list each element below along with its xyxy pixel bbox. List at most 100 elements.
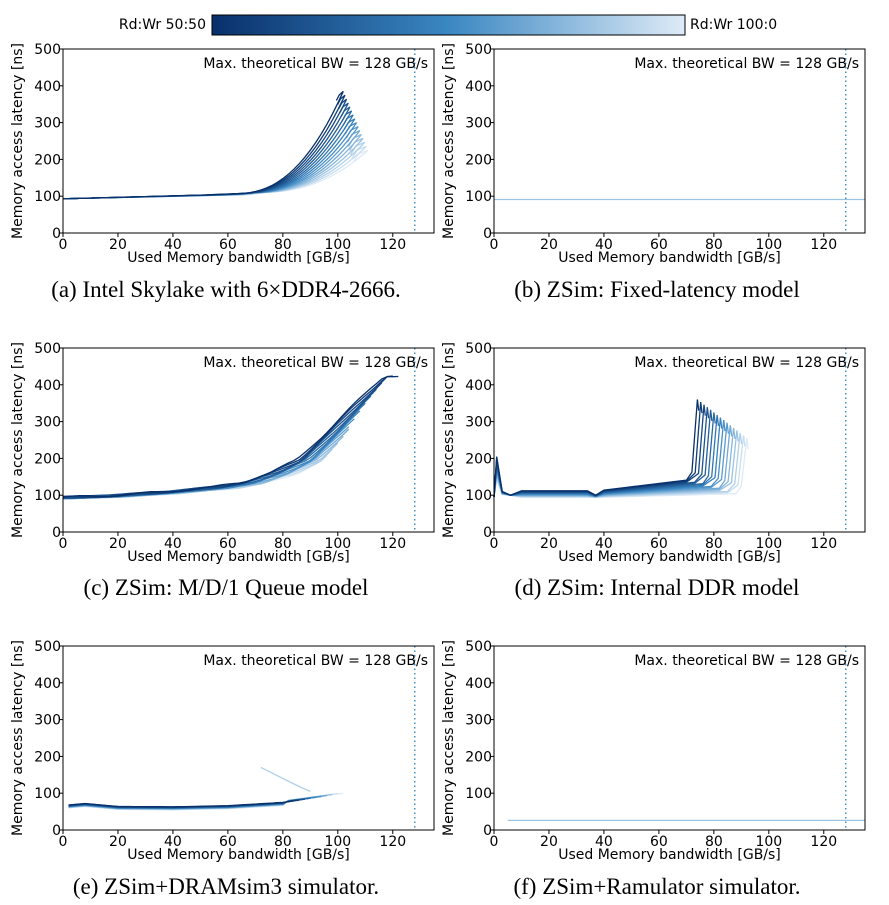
x-tick-label: 0 [59, 834, 68, 850]
y-tick-label: 300 [465, 713, 492, 729]
series-group [62, 375, 399, 500]
y-axis-label: Memory access latency [ns] [10, 43, 26, 239]
x-axis-label: Used Memory bandwidth [GB/s] [127, 250, 350, 266]
x-tick-label: 100 [324, 834, 351, 850]
y-axis-label: Memory access latency [ns] [441, 43, 457, 239]
y-tick-label: 400 [465, 79, 492, 95]
y-axis-label: Memory access latency [ns] [10, 342, 26, 538]
x-tick-label: 80 [705, 237, 723, 253]
x-tick-label: 0 [59, 536, 68, 552]
x-tick-label: 80 [274, 536, 292, 552]
x-tick-label: 0 [490, 834, 499, 850]
x-tick-label: 20 [109, 536, 127, 552]
max-bw-annotation: Max. theoretical BW = 128 GB/s [203, 56, 428, 72]
x-tick-label: 120 [810, 536, 837, 552]
panel-caption: (a) Intel Skylake with 6×DDR4-2666. [51, 277, 401, 302]
y-tick-label: 0 [483, 823, 492, 839]
x-axis-label: Used Memory bandwidth [GB/s] [558, 250, 781, 266]
y-tick-label: 500 [34, 42, 61, 58]
series-line-15 [493, 402, 703, 498]
colorbar-left-label: Rd:Wr 50:50 [119, 17, 206, 33]
y-axis-label: Memory access latency [ns] [441, 342, 457, 538]
plot-frame [62, 48, 435, 234]
series-line-16 [68, 800, 294, 808]
y-tick-label: 100 [34, 189, 61, 205]
x-tick-label: 100 [755, 834, 782, 850]
series-line-3 [260, 766, 311, 792]
x-tick-label: 80 [274, 237, 292, 253]
x-tick-label: 20 [540, 536, 558, 552]
x-axis-label: Used Memory bandwidth [GB/s] [127, 549, 350, 565]
max-bw-annotation: Max. theoretical BW = 128 GB/s [634, 56, 859, 72]
y-tick-label: 200 [465, 451, 492, 467]
y-tick-label: 100 [34, 786, 61, 802]
y-tick-label: 300 [34, 116, 61, 132]
max-bw-annotation: Max. theoretical BW = 128 GB/s [634, 355, 859, 371]
panel-c: 0 20 40 60 80 100 120 0 100 200 300 400 500 Used Memo… [10, 341, 435, 600]
series-line-10 [62, 114, 354, 200]
x-tick-label: 20 [540, 834, 558, 850]
x-axis-label: Used Memory bandwidth [GB/s] [558, 847, 781, 863]
x-tick-label: 20 [109, 237, 127, 253]
panel-caption: (c) ZSim: M/D/1 Queue model [84, 575, 369, 600]
y-axis-label: Memory access latency [ns] [441, 640, 457, 836]
y-tick-label: 100 [34, 488, 61, 504]
y-tick-label: 200 [34, 152, 61, 168]
series-line-16 [62, 375, 399, 498]
max-bw-annotation: Max. theoretical BW = 128 GB/s [634, 653, 859, 669]
x-tick-label: 40 [595, 237, 613, 253]
x-tick-label: 60 [219, 536, 237, 552]
y-tick-label: 500 [465, 42, 492, 58]
series-line-16 [62, 90, 344, 200]
x-tick-label: 120 [379, 237, 406, 253]
y-tick-label: 500 [465, 341, 492, 357]
x-tick-label: 20 [540, 237, 558, 253]
y-axis-label: Memory access latency [ns] [10, 640, 26, 836]
panel-e: 0 20 40 60 80 100 120 0 100 200 300 400 500 Used Memo… [10, 639, 435, 899]
y-tick-label: 0 [52, 226, 61, 242]
plot-frame [493, 645, 866, 831]
series-group [62, 90, 369, 200]
x-tick-label: 120 [810, 834, 837, 850]
plot-frame [62, 645, 435, 831]
x-tick-label: 100 [755, 536, 782, 552]
y-tick-label: 0 [483, 525, 492, 541]
y-tick-label: 0 [483, 226, 492, 242]
x-tick-label: 60 [650, 237, 668, 253]
series-group [493, 399, 749, 499]
y-tick-label: 500 [34, 639, 61, 655]
panel-d: 0 20 40 60 80 100 120 0 100 200 300 400 500 Used Memo… [441, 341, 866, 600]
max-bw-annotation: Max. theoretical BW = 128 GB/s [203, 355, 428, 371]
x-tick-label: 40 [595, 834, 613, 850]
series-group [68, 766, 344, 811]
y-tick-label: 300 [465, 415, 492, 431]
colorbar-right-label: Rd:Wr 100:0 [690, 17, 777, 33]
x-tick-label: 40 [595, 536, 613, 552]
x-axis-label: Used Memory bandwidth [GB/s] [127, 847, 350, 863]
y-tick-label: 100 [465, 786, 492, 802]
colorbar-gradient [211, 14, 686, 36]
y-tick-label: 0 [52, 525, 61, 541]
panel-caption: (b) ZSim: Fixed-latency model [514, 277, 800, 302]
x-tick-label: 100 [324, 237, 351, 253]
y-tick-label: 200 [34, 451, 61, 467]
x-tick-label: 0 [59, 237, 68, 253]
panel-caption: (f) ZSim+Ramulator simulator. [513, 874, 800, 899]
y-tick-label: 500 [465, 639, 492, 655]
panel-caption: (e) ZSim+DRAMsim3 simulator. [73, 874, 379, 899]
x-tick-label: 120 [379, 536, 406, 552]
x-tick-label: 120 [810, 237, 837, 253]
x-tick-label: 120 [379, 834, 406, 850]
x-tick-label: 60 [219, 834, 237, 850]
y-tick-label: 400 [34, 79, 61, 95]
panel-caption: (d) ZSim: Internal DDR model [515, 575, 800, 600]
max-bw-annotation: Max. theoretical BW = 128 GB/s [203, 653, 428, 669]
series-line-14 [62, 375, 388, 499]
plot-frame [493, 347, 866, 533]
y-tick-label: 300 [465, 116, 492, 132]
x-tick-label: 60 [219, 237, 237, 253]
y-tick-label: 400 [34, 676, 61, 692]
y-tick-label: 200 [465, 749, 492, 765]
